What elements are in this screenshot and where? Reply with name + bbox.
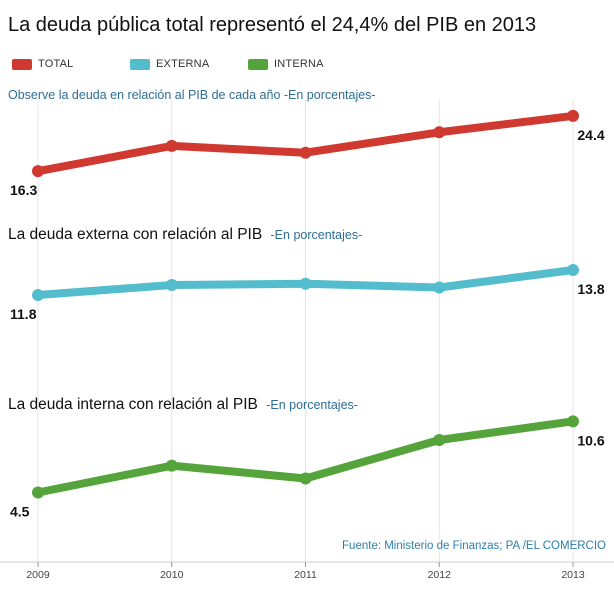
x-tick-label-2009: 2009 bbox=[26, 569, 50, 581]
data-point-total-2011 bbox=[299, 146, 312, 159]
section-title-externa: La deuda externa con relación al PIB -En… bbox=[8, 226, 362, 244]
data-label-externa-2009: 11.8 bbox=[10, 306, 37, 322]
data-point-externa-2009 bbox=[32, 289, 44, 301]
data-point-externa-2013 bbox=[567, 264, 579, 276]
legend-item-externa: EXTERNA bbox=[130, 58, 209, 70]
data-label-interna-2013: 10.6 bbox=[577, 432, 604, 448]
section-subtitle-externa: -En porcentajes- bbox=[270, 228, 363, 242]
section-title-interna-text: La deuda interna con relación al PIB bbox=[8, 396, 258, 413]
legend-swatch-interna bbox=[248, 58, 268, 70]
data-label-total-2009: 16.3 bbox=[10, 182, 37, 198]
data-point-interna-2009 bbox=[32, 486, 44, 499]
legend-swatch-externa bbox=[130, 58, 150, 70]
section-subtitle-interna: -En porcentajes- bbox=[266, 398, 358, 412]
legend-swatch-total bbox=[12, 58, 32, 70]
x-tick-label-2011: 2011 bbox=[294, 569, 317, 581]
data-label-externa-2013: 13.8 bbox=[577, 281, 604, 297]
x-tick-label-2012: 2012 bbox=[428, 569, 452, 581]
data-point-interna-2012 bbox=[433, 434, 446, 446]
data-point-total-2010 bbox=[165, 139, 178, 152]
data-point-interna-2010 bbox=[165, 459, 178, 472]
data-point-externa-2012 bbox=[433, 281, 446, 294]
section-title-interna: La deuda interna con relación al PIB -En… bbox=[8, 396, 358, 414]
chart-subtitle: Observe la deuda en relación al PIB de c… bbox=[8, 88, 376, 102]
data-point-total-2013 bbox=[567, 109, 579, 122]
legend-label-total: TOTAL bbox=[38, 58, 74, 70]
legend-item-total: TOTAL bbox=[12, 58, 73, 70]
x-tick-label-2013: 2013 bbox=[561, 569, 585, 581]
data-point-interna-2011 bbox=[299, 472, 312, 485]
data-point-externa-2011 bbox=[299, 277, 312, 290]
legend-label-interna: INTERNA bbox=[274, 58, 324, 70]
data-label-total-2013: 24.4 bbox=[577, 127, 604, 143]
legend-item-interna: INTERNA bbox=[248, 58, 324, 70]
data-label-interna-2009: 4.5 bbox=[10, 504, 30, 520]
data-point-total-2009 bbox=[32, 165, 44, 178]
data-point-interna-2013 bbox=[567, 415, 579, 428]
x-tick-label-2010: 2010 bbox=[160, 569, 184, 581]
chart-title: La deuda pública total representó el 24,… bbox=[8, 14, 537, 36]
section-title-externa-text: La deuda externa con relación al PIB bbox=[8, 226, 263, 243]
data-point-total-2012 bbox=[433, 126, 446, 139]
source-note: Fuente: Ministerio de Finanzas; PA /EL C… bbox=[338, 540, 606, 552]
data-point-externa-2010 bbox=[165, 279, 178, 291]
legend-label-externa: EXTERNA bbox=[156, 58, 210, 70]
